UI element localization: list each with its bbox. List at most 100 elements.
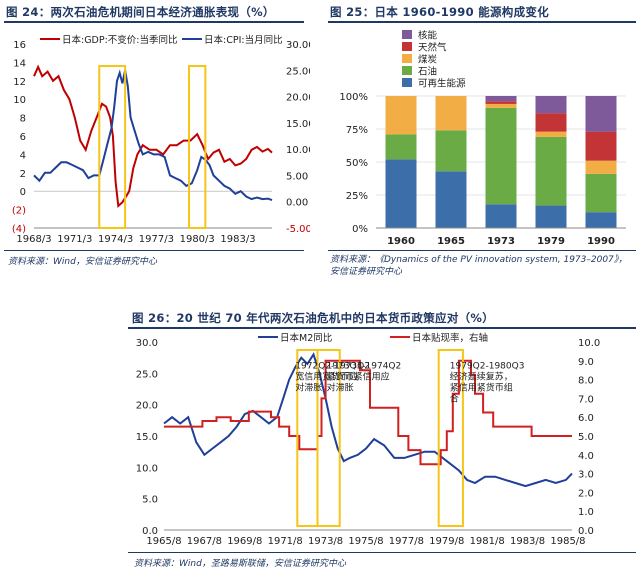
fig25-bar-segment [485, 107, 517, 205]
fig25-legend-label: 煤炭 [418, 54, 438, 66]
fig26-caption-rule [128, 327, 636, 329]
fig25-bar-segment [385, 96, 417, 135]
fig25-bar-segment [385, 134, 417, 160]
fig26-series-m2-line [163, 352, 573, 488]
fig24-series-gdp-line [33, 64, 273, 208]
fig24-highlight-box [98, 65, 127, 229]
fig26-right-tick-label: 3.0 [578, 470, 594, 481]
fig25-legend-swatch [402, 30, 412, 39]
fig26-annotation-line: 对滞胀 [327, 382, 354, 394]
fig25-bar-segment [435, 171, 467, 228]
fig26-chart: 0.0 5.0 10.0 15.0 20.0 25.0 30.0 0.0 1.0 2.0 3.0 4.… [136, 332, 601, 547]
fig24-x-tick-label: 1983/3 [220, 234, 255, 245]
fig26-annotation-line: 对滞胀 [295, 382, 322, 394]
fig25-bar-segment [535, 96, 567, 114]
fig26-highlight-box [316, 349, 341, 527]
fig26-left-tick-label: 25.0 [136, 369, 158, 380]
fig24-caption: 图 24：两次石油危机期间日本经济通胀表现（%） [6, 5, 275, 19]
fig26-right-tick-label: 4.0 [578, 451, 594, 462]
fig26-source-rule [128, 552, 636, 553]
fig26-x-tick-label: 1969/8 [227, 536, 262, 547]
fig25-chart: 0% 25% 50% 75% 100% 1960 1965 1973 1979 1990 核能天然气… [339, 30, 626, 246]
fig26-annotation-line: 1973Q3-1974Q2 [327, 362, 402, 372]
fig26-annotation-line: 经济延续复苏， [450, 371, 513, 383]
fig26-right-tick-label: 1.0 [578, 507, 594, 518]
fig24-source-rule [4, 250, 304, 251]
fig24-right-tick-label: 20.00 [286, 93, 310, 104]
fig25-bar-segment [585, 160, 617, 174]
fig25-caption: 图 25：日本 1960-1990 能源构成变化 [330, 5, 549, 19]
fig24-right-tick-label: 30.00 [286, 40, 310, 51]
fig24-right-tick-label: 15.00 [286, 119, 310, 130]
fig24-right-tick-label: 5.00 [286, 171, 308, 182]
fig24-x-tick-label: 1968/3 [16, 234, 51, 245]
fig26-annotation: 1972Q2-1973Q2 宽信用宽货币应对滞胀 [295, 362, 370, 394]
fig24-left-tick-label: 2 [20, 169, 26, 180]
fig25-x-tick-label: 1965 [437, 236, 465, 246]
fig25-y-tick-label: 50% [346, 158, 368, 169]
fig24-left-tick-label: (4) [12, 224, 26, 235]
fig24-legend-cpi-label: 日本:CPI:当月同比 [204, 34, 283, 46]
fig24-x-tick-label: 1971/3 [57, 234, 92, 245]
fig26-annotation-line: 1972Q2-1973Q2 [295, 362, 370, 372]
fig25-legend-label: 核能 [418, 30, 438, 42]
fig25-bar-segment [485, 204, 517, 228]
fig25-bar-segment [485, 101, 517, 104]
fig25-source-rule [328, 250, 636, 251]
fig24-left-tick-label: (2) [12, 206, 26, 217]
fig25-bar-segment [535, 205, 567, 228]
fig25-legend-label: 天然气 [418, 42, 447, 54]
fig26-annotation: 1973Q3-1974Q2 紧货币紧信用应对滞胀 [327, 362, 402, 394]
fig26-right-tick-label: 7.0 [578, 394, 594, 405]
fig25-legend-swatch [402, 54, 412, 63]
fig26-legend-rate-label: 日本贴现率，右轴 [412, 332, 488, 344]
fig26-left-tick-label: 5.0 [142, 495, 158, 506]
fig26-annotation-line: 合 [450, 393, 459, 405]
fig26-x-tick-label: 1981/8 [470, 536, 505, 547]
fig26-right-tick-label: 8.0 [578, 376, 594, 387]
fig25-legend-label: 石油 [418, 66, 437, 78]
fig26-left-tick-label: 10.0 [136, 463, 158, 474]
fig25-bar-segment [435, 96, 467, 131]
fig24-left-tick-label: 6 [20, 132, 26, 143]
fig25-x-tick-label: 1960 [387, 236, 415, 246]
fig26-x-tick-label: 1979/8 [429, 536, 464, 547]
fig24-chart: (4) (2) 0 2 4 6 8 10 12 14 16 -5.00 0.00 5.00 10.00 15.… [12, 34, 310, 245]
fig26-legend-m2-label: 日本M2同比 [280, 332, 332, 344]
fig25-bar-segment [385, 159, 417, 228]
fig26-x-tick-label: 1983/8 [510, 536, 545, 547]
fig26-x-tick-label: 1971/8 [268, 536, 303, 547]
fig25-bar-segment [585, 96, 617, 132]
fig26-left-tick-label: 30.0 [136, 338, 158, 349]
fig26-x-tick-label: 1965/8 [146, 536, 181, 547]
fig25-legend-swatch [402, 42, 412, 51]
fig26-annotation-line: 宽信用宽货币应 [295, 371, 358, 383]
fig26-left-tick-label: 15.0 [136, 432, 158, 443]
fig24-source: 资料来源：Wind，安信证券研究中心 [8, 257, 157, 267]
fig25-bar-segment [585, 212, 617, 228]
fig25-y-tick-label: 0% [352, 224, 368, 235]
fig25-bar-segment [585, 173, 617, 213]
fig24-left-tick-label: 16 [13, 40, 26, 51]
fig24-left-tick-label: 8 [20, 114, 26, 125]
fig25-legend-label: 可再生能源 [418, 78, 466, 90]
fig25-bar-segment [435, 130, 467, 172]
fig25-x-tick-label: 1990 [587, 236, 615, 246]
fig25-y-tick-label: 100% [339, 92, 368, 103]
fig26-x-tick-label: 1985/8 [550, 536, 585, 547]
fig24-right-tick-label: -5.00 [286, 224, 310, 235]
fig25-bar-segment [535, 113, 567, 132]
fig26-highlight-box [437, 349, 464, 527]
fig24-left-tick-label: 0 [20, 187, 26, 198]
fig26-left-tick-label: 0.0 [142, 526, 158, 537]
fig25-y-tick-label: 75% [346, 125, 368, 136]
fig26-right-tick-label: 10.0 [578, 338, 600, 349]
fig25-legend-swatch [402, 78, 412, 87]
fig25-caption-rule [328, 21, 636, 23]
fig24-left-tick-label: 10 [13, 95, 26, 106]
fig24-x-tick-label: 1974/3 [98, 234, 133, 245]
fig24-highlight-box [188, 65, 207, 229]
fig25-x-tick-label: 1979 [537, 236, 565, 246]
fig26-x-tick-label: 1975/8 [348, 536, 383, 547]
fig26-annotation-line: 紧货币紧信用应 [327, 371, 390, 383]
